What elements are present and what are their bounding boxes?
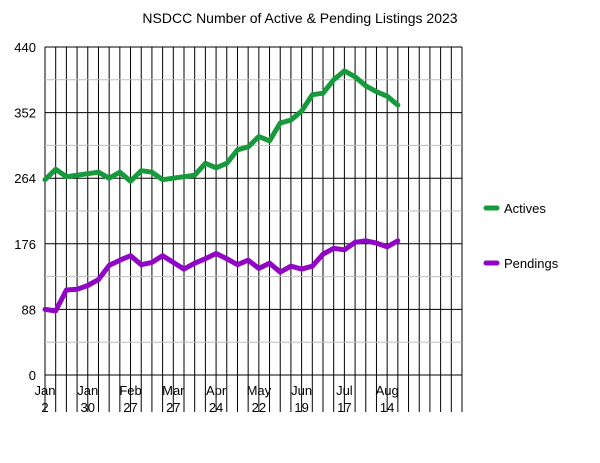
series-line-actives	[42, 68, 401, 184]
x-tick-day: 19	[294, 400, 308, 415]
y-tick-label: 440	[14, 40, 36, 55]
x-tick-month: Jul	[336, 383, 353, 398]
grid	[44, 46, 463, 412]
y-tick-label: 0	[29, 368, 36, 383]
x-tick-month: Jun	[291, 383, 312, 398]
y-tick-label: 352	[14, 106, 36, 121]
x-tick-day: 27	[123, 400, 137, 415]
chart-title: NSDCC Number of Active & Pending Listing…	[142, 10, 457, 26]
x-tick-day: 24	[209, 400, 223, 415]
x-tick-month: Mar	[162, 383, 185, 398]
legend-label-actives: Actives	[504, 201, 546, 216]
x-tick-month: Aug	[376, 383, 399, 398]
series-line-pendings	[42, 238, 401, 314]
x-tick-day: 30	[81, 400, 95, 415]
y-axis: 0 88 176 264 352 440	[14, 40, 36, 383]
x-tick-day: 27	[166, 400, 180, 415]
x-tick-day: 22	[252, 400, 266, 415]
legend-label-pendings: Pendings	[504, 256, 559, 271]
x-tick-month: Feb	[119, 383, 141, 398]
legend: Actives Pendings	[483, 201, 559, 271]
x-tick-day: 17	[337, 400, 351, 415]
x-tick-month: Apr	[206, 383, 227, 398]
series-lines	[42, 68, 401, 314]
x-tick-month: Jan	[77, 383, 98, 398]
x-tick-month: May	[247, 383, 272, 398]
x-tick-day: 2	[41, 400, 48, 415]
x-tick-month: Jan	[35, 383, 56, 398]
x-axis: Jan 2 Jan 30 Feb 27 Mar 27 Apr 24 May 22 Jun 19 Jul 17 A…	[35, 383, 399, 415]
x-tick-day: 14	[380, 400, 394, 415]
y-tick-label: 88	[22, 302, 36, 317]
y-tick-label: 176	[14, 237, 36, 252]
y-tick-label: 264	[14, 171, 36, 186]
